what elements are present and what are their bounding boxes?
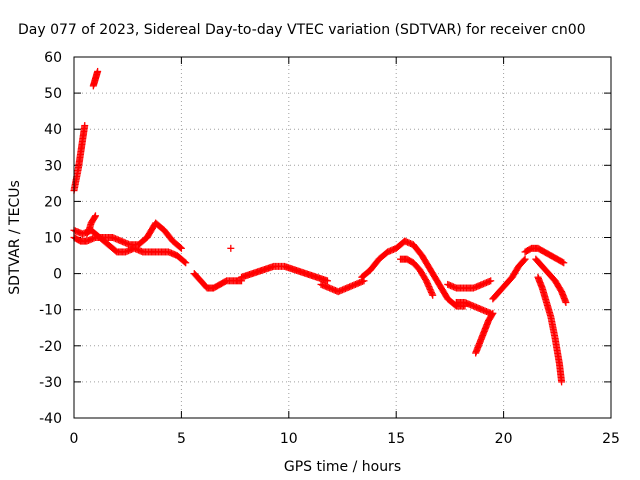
- data-point-fill: [520, 256, 528, 264]
- data-point: [487, 309, 495, 317]
- y-tick-label: 0: [53, 267, 62, 283]
- x-tick-label: 25: [602, 431, 620, 447]
- x-axis-label: GPS time / hours: [284, 459, 401, 475]
- y-tick-label: 10: [44, 231, 62, 247]
- data-point: [94, 67, 102, 75]
- data-point: [560, 259, 568, 267]
- y-tick-label: 40: [44, 122, 62, 138]
- data-point: [91, 212, 99, 220]
- data-point: [182, 259, 190, 267]
- data-point: [429, 291, 437, 299]
- y-tick-label: 60: [44, 50, 62, 66]
- data-point: [227, 244, 235, 252]
- x-tick-label: 20: [495, 431, 513, 447]
- y-tick-label: -10: [39, 303, 62, 319]
- data-point: [521, 255, 529, 263]
- y-tick-label: 50: [44, 86, 62, 102]
- data-point-fill: [176, 243, 184, 251]
- data-point: [81, 122, 89, 130]
- y-axis-label: SDTVAR / TECUs: [7, 180, 23, 295]
- data-point: [562, 298, 570, 306]
- y-tick-label: -30: [39, 375, 62, 391]
- x-tick-label: 10: [280, 431, 298, 447]
- x-tick-label: 0: [70, 431, 79, 447]
- data-point-fill: [181, 258, 189, 266]
- data-point-fill: [91, 213, 99, 221]
- data-point: [177, 244, 185, 252]
- y-tick-label: 20: [44, 194, 62, 210]
- grid: [74, 57, 611, 418]
- data-point: [558, 378, 566, 386]
- y-tick-label: -40: [39, 411, 62, 427]
- data-point: [487, 277, 495, 285]
- y-tick-label: 30: [44, 158, 62, 174]
- x-tick-label: 5: [177, 431, 186, 447]
- chart-title: Day 077 of 2023, Sidereal Day-to-day VTE…: [18, 22, 586, 38]
- x-tick-label: 15: [387, 431, 405, 447]
- plot-frame: [73, 56, 612, 419]
- data-point: [323, 277, 331, 285]
- y-tick-label: -20: [39, 339, 62, 355]
- data-points: [70, 67, 570, 386]
- data-point-fill: [558, 258, 566, 266]
